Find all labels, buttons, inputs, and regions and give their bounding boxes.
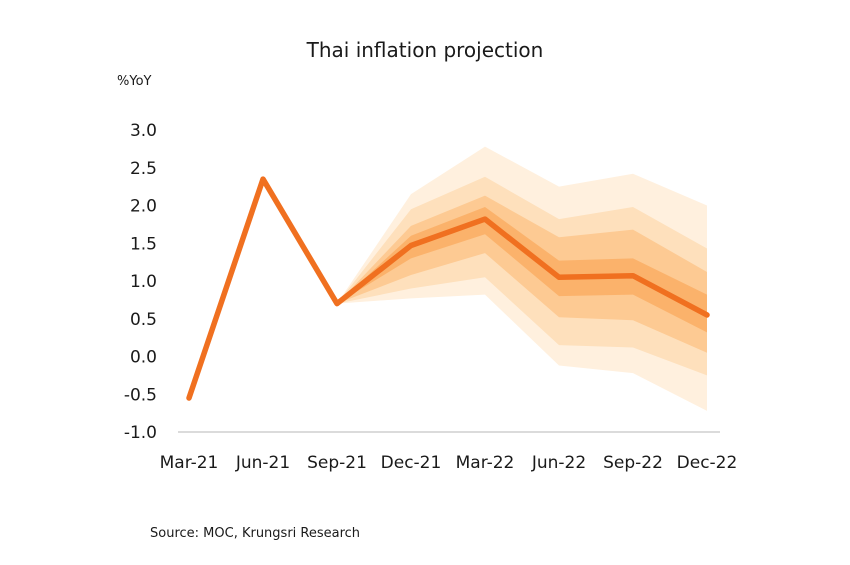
x-tick-labels: Mar-21 Jun-21 Sep-21 Dec-21 Mar-22 Jun-22 Sep-… xyxy=(160,453,738,473)
source-note: Source: MOC, Krungsri Research xyxy=(150,526,361,541)
y-tick-label: 0.0 xyxy=(130,348,157,368)
x-tick-label: Sep-21 xyxy=(307,453,367,473)
y-tick-label: 2.0 xyxy=(130,197,157,217)
y-tick-label: 0.5 xyxy=(130,310,157,330)
y-axis-unit-label: %YoY xyxy=(117,74,152,89)
x-tick-label: Sep-22 xyxy=(603,453,663,473)
chart-title: Thai inflation projection xyxy=(306,38,544,62)
y-tick-labels: 3.0 2.5 2.0 1.5 1.0 0.5 0.0 -0.5 -1.0 xyxy=(124,121,157,443)
x-tick-label: Mar-21 xyxy=(160,453,219,473)
x-tick-label: Dec-21 xyxy=(381,453,442,473)
y-tick-label: 3.0 xyxy=(130,121,157,141)
x-tick-label: Mar-22 xyxy=(456,453,515,473)
x-tick-label: Dec-22 xyxy=(677,453,738,473)
y-tick-label: 1.5 xyxy=(130,234,157,254)
projection-line-layer xyxy=(186,176,710,401)
y-tick-label: -1.0 xyxy=(124,423,157,443)
x-tick-label: Jun-21 xyxy=(235,453,290,473)
y-tick-label: 2.5 xyxy=(130,159,157,179)
x-tick-label: Jun-22 xyxy=(531,453,586,473)
inflation-line xyxy=(186,176,710,401)
y-tick-label: -0.5 xyxy=(124,385,157,405)
y-tick-label: 1.0 xyxy=(130,272,157,292)
fan-bands xyxy=(337,146,707,411)
